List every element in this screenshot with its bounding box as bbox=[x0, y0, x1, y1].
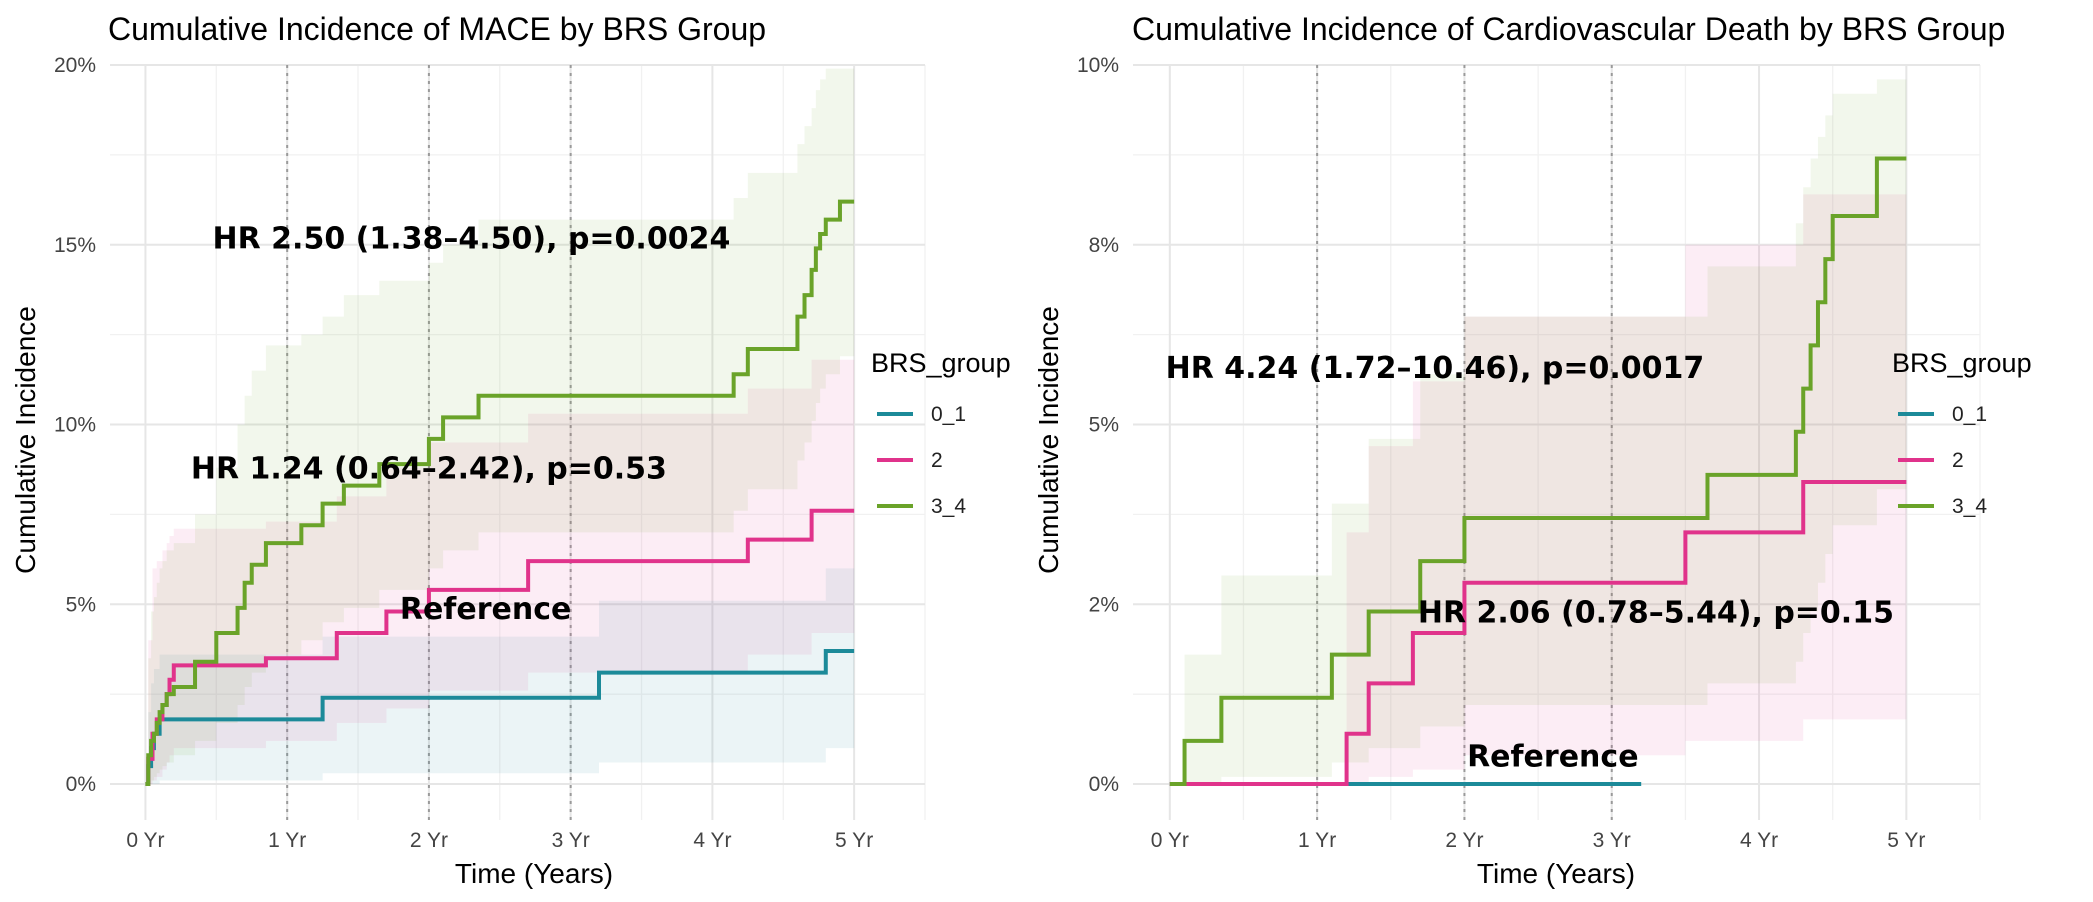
mace-curves bbox=[145, 199, 855, 787]
cv-death-y-tick-label: 10% bbox=[1077, 54, 1119, 77]
cv-death-x-axis-title: Time (Years) bbox=[1477, 858, 1635, 889]
mace-legend-label-0_1: 0_1 bbox=[931, 403, 966, 426]
cv-death-grid bbox=[1133, 64, 1981, 820]
mace-x-tick-label: 4 Yr bbox=[693, 829, 731, 852]
mace-legend-label-2: 2 bbox=[931, 449, 943, 472]
mace-chart-panel: Cumulative Incidence of MACE by BRS Grou… bbox=[10, 11, 1011, 889]
cv-death-y-axis-title: Cumulative Incidence bbox=[1033, 306, 1064, 574]
cv-death-legend-label-2: 2 bbox=[1952, 449, 1964, 472]
mace-x-tick-label: 0 Yr bbox=[126, 829, 164, 852]
cv-death-curves bbox=[1169, 156, 1907, 787]
mace-chart-title: Cumulative Incidence of MACE by BRS Grou… bbox=[108, 11, 766, 47]
mace-annotation: HR 1.24 (0.64–2.42), p=0.53 bbox=[191, 452, 667, 487]
cv-death-chart-panel: Cumulative Incidence of Cardiovascular D… bbox=[1033, 11, 2032, 889]
mace-annotations: HR 2.50 (1.38–4.50), p=0.0024 HR 1.24 (0.… bbox=[191, 222, 730, 627]
cv-death-x-tick-label: 3 Yr bbox=[1593, 829, 1631, 852]
cv-death-legend-label-3_4: 3_4 bbox=[1952, 495, 1987, 518]
cv-death-annotations: HR 4.24 (1.72–10.46), p=0.0017 HR 2.06 (0… bbox=[1166, 351, 1894, 774]
cv-death-y-tick-label: 0% bbox=[1089, 773, 1119, 796]
cv-death-y-tick-label: 8% bbox=[1089, 234, 1119, 257]
cv-death-y-tick-labels: 0% 2% 5% 8% 10% bbox=[1077, 54, 1119, 796]
mace-x-tick-labels: 0 Yr 1 Yr 2 Yr 3 Yr 4 Yr 5 Yr bbox=[126, 829, 873, 852]
mace-curve-3_4 bbox=[145, 199, 855, 787]
cv-death-annotation: HR 2.06 (0.78–5.44), p=0.15 bbox=[1418, 595, 1894, 630]
mace-ci-band-2 bbox=[145, 359, 855, 785]
mace-legend-label-3_4: 3_4 bbox=[931, 495, 966, 518]
cv-death-chart-title: Cumulative Incidence of Cardiovascular D… bbox=[1132, 11, 2005, 47]
cv-death-ci-band-3_4 bbox=[1169, 79, 1907, 785]
cv-death-y-tick-label: 2% bbox=[1089, 593, 1119, 616]
mace-x-axis-title: Time (Years) bbox=[455, 858, 613, 889]
mace-ci-band-0_1 bbox=[145, 568, 855, 785]
mace-ci-band-3_4 bbox=[145, 68, 855, 785]
cv-death-legend-label-0_1: 0_1 bbox=[1952, 403, 1987, 426]
mace-x-tick-label: 3 Yr bbox=[552, 829, 590, 852]
mace-legend-title: BRS_group bbox=[871, 348, 1011, 378]
cv-death-x-tick-labels: 0 Yr 1 Yr 2 Yr 3 Yr 4 Yr 5 Yr bbox=[1151, 829, 1926, 852]
mace-y-tick-label: 15% bbox=[54, 234, 96, 257]
cv-death-ci-band-2 bbox=[1169, 194, 1907, 785]
cv-death-y-tick-label: 5% bbox=[1089, 414, 1119, 437]
cv-death-x-tick-label: 4 Yr bbox=[1740, 829, 1778, 852]
mace-y-tick-label: 0% bbox=[66, 773, 96, 796]
mace-y-tick-labels: 0% 5% 10% 15% 20% bbox=[54, 54, 96, 796]
mace-annotation: HR 2.50 (1.38–4.50), p=0.0024 bbox=[213, 222, 731, 257]
cv-death-x-tick-label: 2 Yr bbox=[1445, 829, 1483, 852]
cv-death-x-tick-label: 1 Yr bbox=[1298, 829, 1336, 852]
cv-death-reference-lines bbox=[1316, 65, 1613, 820]
mace-x-tick-label: 1 Yr bbox=[268, 829, 306, 852]
cv-death-confidence-bands bbox=[1169, 79, 1907, 785]
cv-death-x-tick-label: 5 Yr bbox=[1887, 829, 1925, 852]
cv-death-curve-3_4 bbox=[1169, 156, 1907, 787]
mace-x-tick-label: 5 Yr bbox=[835, 829, 873, 852]
mace-y-axis-title: Cumulative Incidence bbox=[10, 306, 41, 574]
cv-death-curve-2 bbox=[1169, 480, 1907, 787]
mace-annotation: Reference bbox=[400, 592, 571, 627]
mace-x-tick-label: 2 Yr bbox=[410, 829, 448, 852]
mace-y-tick-label: 10% bbox=[54, 414, 96, 437]
mace-y-tick-label: 5% bbox=[66, 593, 96, 616]
cv-death-legend: BRS_group 0_1 2 3_4 bbox=[1892, 348, 2032, 518]
cv-death-legend-title: BRS_group bbox=[1892, 348, 2032, 378]
mace-y-tick-label: 20% bbox=[54, 54, 96, 77]
mace-legend: BRS_group 0_1 2 3_4 bbox=[871, 348, 1011, 518]
mace-confidence-bands bbox=[145, 68, 855, 785]
cv-death-annotation: HR 4.24 (1.72–10.46), p=0.0017 bbox=[1166, 351, 1705, 386]
cv-death-annotation: Reference bbox=[1467, 739, 1638, 774]
cv-death-x-tick-label: 0 Yr bbox=[1151, 829, 1189, 852]
